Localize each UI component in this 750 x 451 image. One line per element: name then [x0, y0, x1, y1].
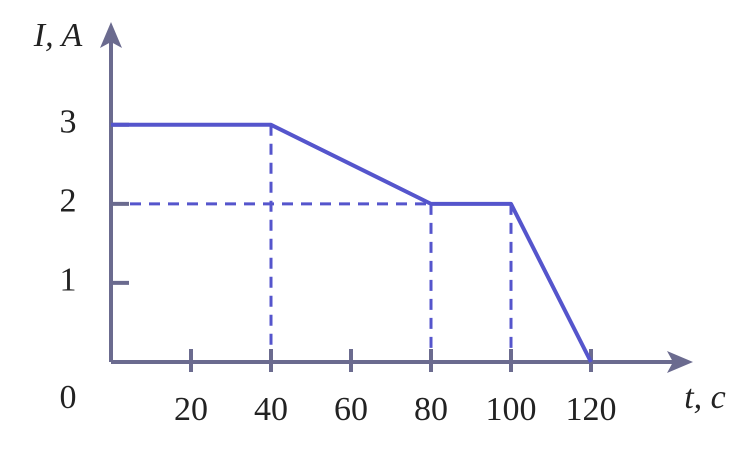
- x-tick-label: 120: [566, 391, 617, 428]
- x-tick-label: 100: [486, 391, 537, 428]
- x-axis-arrow: [667, 351, 693, 373]
- x-tick-label: 60: [334, 391, 368, 428]
- y-tick-label: 2: [60, 183, 77, 220]
- y-axis-label: I, A: [33, 17, 83, 54]
- y-tick-label: 3: [60, 104, 77, 141]
- x-tick-label: 80: [414, 391, 448, 428]
- y-axis-arrow: [100, 22, 122, 48]
- x-axis-label: t, c: [684, 379, 726, 416]
- x-tick-label: 20: [174, 391, 208, 428]
- data-line: [111, 122, 593, 363]
- y-tick-label: 1: [60, 262, 77, 299]
- x-tick-label: 40: [254, 391, 288, 428]
- origin-label: 0: [60, 379, 77, 416]
